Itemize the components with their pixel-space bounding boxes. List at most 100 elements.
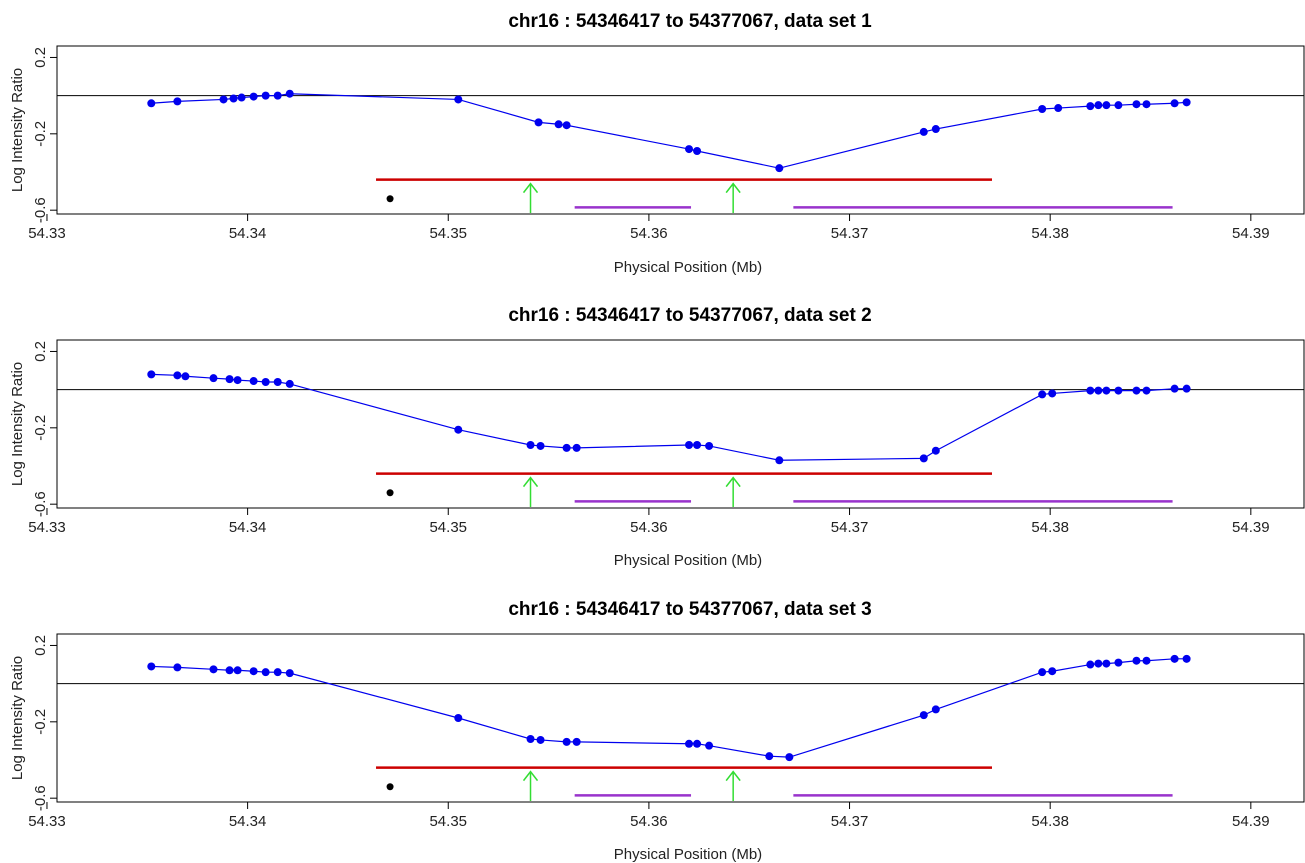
y-tick-label: -0.2 (32, 709, 49, 735)
data-point (181, 372, 190, 381)
data-point (273, 378, 282, 386)
y-tick-label: 0.2 (32, 341, 49, 362)
green-arrow-head (522, 182, 539, 194)
data-point (572, 737, 581, 746)
data-point (693, 441, 702, 449)
data-point (705, 741, 714, 750)
data-point (225, 666, 234, 675)
data-point (785, 753, 794, 762)
x-tick-label: 54.38 (1031, 519, 1069, 536)
chart-panel-3: chr16 : 54346417 to 54377067, data set 3… (9, 599, 1305, 863)
x-tick-label: 54.36 (630, 225, 668, 242)
data-point (765, 752, 774, 761)
data-point (1102, 386, 1111, 395)
chart-title: chr16 : 54346417 to 54377067, data set 3 (508, 599, 871, 620)
y-tick-label: 0.2 (32, 635, 49, 656)
data-point (693, 147, 702, 155)
data-point (931, 705, 940, 714)
data-point (1114, 386, 1123, 395)
data-point (562, 121, 571, 130)
data-point (1142, 386, 1151, 395)
y-tick-label: 0.2 (32, 47, 49, 68)
data-point (1182, 98, 1191, 107)
data-point (1048, 389, 1057, 398)
chart-title: chr16 : 54346417 to 54377067, data set 2 (508, 305, 871, 326)
data-point (1142, 100, 1151, 109)
black-marker-point (386, 489, 394, 497)
x-tick-label: 54.33 (28, 519, 66, 536)
green-arrow (725, 476, 741, 507)
chart-title: chr16 : 54346417 to 54377067, data set 1 (508, 11, 872, 32)
data-point (526, 735, 535, 743)
data-point (562, 737, 571, 746)
data-point (273, 91, 282, 100)
data-point (1132, 100, 1141, 109)
data-point (229, 94, 238, 103)
data-point (1038, 105, 1047, 113)
data-point (693, 739, 702, 748)
data-point (1182, 654, 1191, 663)
data-point (285, 89, 294, 98)
data-point (261, 378, 270, 386)
data-point (219, 95, 228, 104)
y-tick-label: -0.6 (32, 491, 49, 517)
data-point (173, 97, 182, 106)
data-point (1102, 659, 1111, 668)
data-point (1086, 102, 1095, 111)
series-line (151, 658, 1187, 758)
data-point (534, 118, 543, 127)
data-point (454, 95, 463, 104)
data-point (919, 127, 928, 136)
data-point (147, 370, 156, 379)
data-point (526, 441, 535, 449)
data-point (285, 379, 294, 388)
x-axis-label: Physical Position (Mb) (614, 552, 762, 569)
data-point (249, 92, 258, 101)
x-tick-label: 54.37 (831, 225, 869, 242)
green-arrow (522, 476, 539, 507)
data-point (705, 441, 714, 450)
data-point (1170, 99, 1179, 108)
y-axis-label: Log Intensity Ratio (9, 68, 26, 192)
data-point (261, 668, 270, 677)
data-point (1038, 390, 1047, 399)
green-arrow-head (522, 770, 539, 782)
data-point (261, 91, 270, 100)
x-tick-label: 54.39 (1232, 225, 1270, 242)
data-point (233, 376, 242, 385)
data-point (572, 443, 581, 452)
plot-frame (56, 633, 1305, 803)
data-point (225, 375, 234, 384)
data-point (173, 663, 182, 672)
y-tick-label: -0.2 (32, 415, 49, 441)
data-point (1132, 656, 1141, 665)
data-point (454, 425, 463, 434)
data-point (1114, 101, 1123, 110)
data-point (285, 669, 294, 678)
data-point (1086, 386, 1095, 395)
data-point (1114, 658, 1123, 667)
x-tick-label: 54.34 (229, 225, 267, 242)
x-tick-label: 54.37 (831, 519, 869, 536)
x-tick-label: 54.37 (831, 813, 869, 830)
x-tick-label: 54.39 (1232, 813, 1270, 830)
data-point (1038, 668, 1047, 677)
data-point (775, 164, 784, 173)
x-tick-label: 54.39 (1232, 519, 1270, 536)
x-tick-label: 54.38 (1031, 813, 1069, 830)
chart-panel-1: chr16 : 54346417 to 54377067, data set 1… (9, 11, 1305, 276)
y-axis-label: Log Intensity Ratio (9, 656, 26, 780)
y-tick-label: -0.6 (32, 197, 49, 223)
data-point (685, 739, 694, 748)
y-tick-label: -0.6 (32, 785, 49, 811)
data-point (1086, 660, 1095, 669)
green-arrow (522, 770, 539, 801)
data-point (1102, 101, 1111, 110)
chart-panel-2: chr16 : 54346417 to 54377067, data set 2… (9, 305, 1305, 569)
data-point (1142, 656, 1151, 665)
data-point (1094, 386, 1103, 395)
data-point (173, 371, 182, 380)
y-tick-label: -0.2 (32, 121, 49, 147)
data-point (775, 456, 784, 465)
